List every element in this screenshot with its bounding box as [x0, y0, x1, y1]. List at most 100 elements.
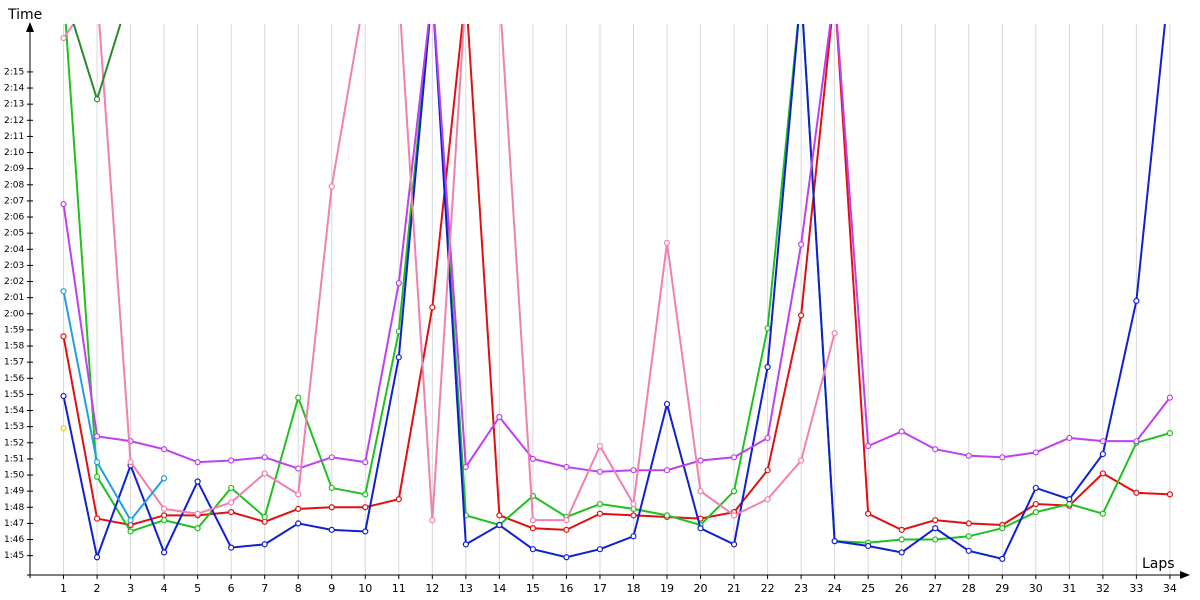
data-point: [831, 538, 838, 545]
data-point: [295, 394, 302, 401]
data-point: [1166, 394, 1174, 401]
data-point: [395, 280, 402, 287]
data-point: [999, 454, 1006, 461]
y-tick-label: 1:48: [4, 503, 24, 513]
data-point: [328, 454, 335, 461]
x-tick-label: 23: [794, 582, 808, 595]
data-point: [295, 491, 302, 498]
y-axis-label: Time: [7, 7, 42, 23]
x-tick-label: 19: [660, 582, 674, 595]
data-point: [161, 517, 168, 524]
data-point: [429, 304, 436, 311]
data-point: [60, 425, 67, 432]
x-tick-label: 18: [626, 582, 640, 595]
y-tick-label: 1:46: [4, 535, 24, 545]
data-point: [60, 288, 67, 295]
x-tick-label: 30: [1029, 582, 1043, 595]
series-line: [62, 24, 1170, 531]
y-tick-label: 2:01: [4, 293, 24, 303]
x-tick-label: 13: [459, 582, 473, 595]
x-arrow: [1180, 571, 1190, 579]
data-point: [127, 528, 134, 535]
y-tick-label: 1:49: [4, 487, 24, 497]
y-tick-label: 2:05: [4, 229, 24, 239]
data-point: [798, 457, 805, 464]
y-tick-label: 2:12: [4, 116, 24, 126]
data-point: [932, 525, 939, 532]
data-point: [1099, 438, 1106, 445]
data-point: [764, 363, 771, 371]
x-tick-label: 25: [861, 582, 875, 595]
x-tick-label: 20: [694, 582, 708, 595]
data-point: [798, 241, 805, 248]
data-point: [563, 463, 570, 471]
data-point: [194, 478, 201, 485]
data-point: [1099, 510, 1106, 517]
data-point: [663, 467, 671, 474]
y-tick-label: 2:09: [4, 164, 24, 174]
x-tick-label: 24: [828, 582, 842, 595]
data-point: [798, 312, 805, 319]
data-point: [697, 457, 704, 464]
x-tick-label: 4: [161, 582, 168, 595]
y-tick-label: 1:58: [4, 342, 24, 352]
y-tick-label: 2:14: [4, 84, 24, 94]
data-point: [362, 459, 369, 466]
data-point: [496, 512, 503, 519]
y-tick-label: 1:54: [4, 406, 24, 416]
data-point: [328, 183, 335, 190]
y-tick-label: 1:56: [4, 374, 24, 384]
x-tick-label: 12: [425, 582, 439, 595]
data-point: [462, 463, 469, 471]
x-tick-label: 1: [60, 582, 67, 595]
data-point: [496, 413, 503, 421]
data-point: [630, 467, 637, 474]
data-point: [127, 517, 134, 524]
x-tick-label: 17: [593, 582, 607, 595]
data-point: [228, 509, 235, 516]
data-point: [228, 544, 235, 551]
series-line: [62, 24, 836, 522]
data-point: [228, 457, 235, 464]
x-tick-label: 14: [492, 582, 506, 595]
x-tick-label: 8: [295, 582, 302, 595]
data-point: [1133, 297, 1140, 304]
data-point: [496, 521, 503, 529]
y-tick-label: 2:02: [4, 277, 24, 287]
data-point: [161, 549, 168, 556]
x-tick-label: 26: [895, 582, 909, 595]
data-point: [965, 533, 972, 540]
series-line: [64, 24, 1171, 544]
y-tick-label: 2:06: [4, 213, 24, 223]
y-tick-label: 2:13: [4, 100, 24, 110]
y-tick-label: 1:59: [4, 325, 24, 335]
data-point: [865, 510, 872, 517]
data-point: [965, 520, 972, 527]
x-tick-label: 32: [1096, 582, 1110, 595]
data-point: [93, 459, 101, 466]
data-point: [831, 330, 838, 337]
data-point: [999, 525, 1006, 532]
data-point: [1066, 434, 1073, 442]
data-point: [395, 496, 402, 503]
data-point: [630, 512, 637, 519]
data-point: [93, 96, 101, 103]
data-point: [563, 554, 570, 561]
data-point: [261, 470, 268, 477]
data-point: [764, 496, 771, 503]
y-tick-label: 1:52: [4, 438, 24, 448]
y-arrow: [26, 22, 34, 32]
x-tick-label: 5: [194, 582, 201, 595]
y-tick-label: 2:03: [4, 261, 24, 271]
data-point: [362, 528, 369, 535]
data-point: [60, 201, 67, 208]
ticks: 1 2 3 4 5 6 7 8 9 10 11 12 13 14 15 16 17 18 19 20 21 22 23 24 2…: [4, 67, 1177, 595]
data-point: [730, 512, 738, 519]
data-point: [429, 517, 436, 524]
data-point: [362, 504, 369, 511]
data-point: [295, 505, 302, 512]
x-axis-label: Laps: [1142, 556, 1175, 572]
data-point: [730, 454, 738, 461]
data-point: [697, 525, 704, 532]
